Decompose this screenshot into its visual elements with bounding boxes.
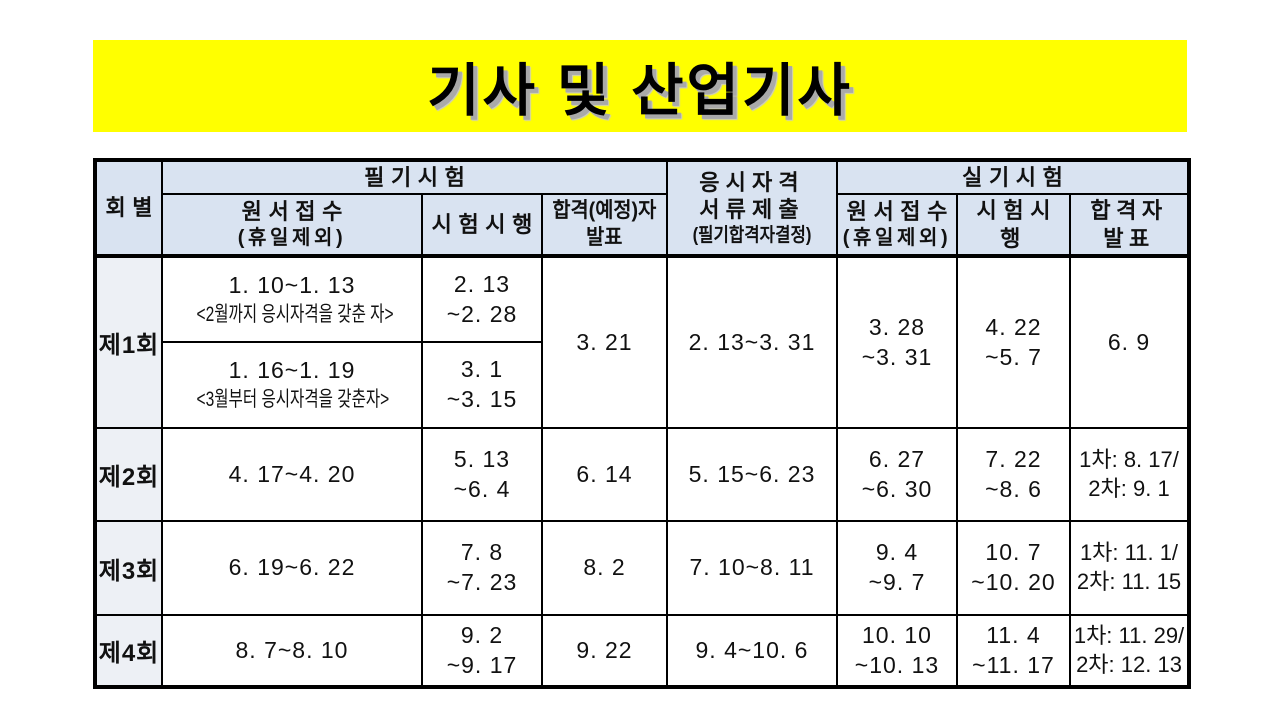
round1-practical-pass: 6. 9 — [1068, 254, 1191, 429]
round3-written-exam: 7. 8 ~7. 23 — [421, 520, 543, 616]
row-round1-sub2: 1. 16~1. 19 <3월부터 응시자격을 갖춘자> 3. 1 ~3. 15 — [95, 341, 1189, 429]
exam-schedule-table: 회별 필기시험 응시자격 서류제출 (필기합격자결정) 실기시험 원서접수 (휴… — [93, 158, 1192, 689]
header-row-groups: 회별 필기시험 응시자격 서류제출 (필기합격자결정) 실기시험 — [94, 159, 1191, 257]
round1-written-apply-1: 1. 10~1. 13 <2월까지 응시자격을 갖춘 자> — [161, 254, 423, 343]
round2-written-apply: 4. 17~4. 20 — [161, 427, 423, 522]
row-round1-sub1: 제1회 1. 10~1. 13 <2월까지 응시자격을 갖춘 자> 2. 13 … — [94, 254, 1191, 429]
header-practical-apply-note: (휴일제외) — [842, 226, 952, 249]
header-practical-pass: 합격자 발표 — [1068, 193, 1191, 257]
round4-doc-submit: 9. 4~10. 6 — [666, 614, 838, 688]
round1-practical-apply: 3. 28 ~3. 31 — [836, 254, 958, 429]
round1-written-apply-2-dates: 1. 16~1. 19 — [228, 357, 356, 384]
header-written-apply: 원서접수 (휴일제외) — [161, 193, 423, 257]
header-doc-submit-label: 응시자격 서류제출 — [699, 169, 805, 223]
round3-written-apply: 6. 19~6. 22 — [161, 520, 423, 616]
round3-practical-pass: 1차: 11. 1/ 2차: 11. 15 — [1068, 520, 1191, 616]
round3-label: 제3회 — [94, 520, 163, 616]
round2-doc-submit: 5. 15~6. 23 — [666, 427, 838, 522]
round1-written-apply-2: 1. 16~1. 19 <3월부터 응시자격을 갖춘자> — [161, 341, 423, 429]
header-practical-apply-label: 원서접수 — [846, 199, 954, 225]
round2-written-pass: 6. 14 — [541, 427, 668, 522]
header-doc-submit-note: (필기합격자결정) — [692, 224, 812, 246]
round1-written-apply-1-note: <2월까지 응시자격을 갖춘 자> — [196, 302, 394, 326]
header-written-pass-label: 합격(예정)자 발표 — [552, 199, 657, 249]
header-row-columns: 원서접수 (휴일제외) 시험시행 합격(예정)자 발표 원서접수 (휴일제외) … — [95, 193, 1191, 257]
round1-written-apply-2-note: <3월부터 응시자격을 갖춘자> — [196, 388, 390, 412]
round3-practical-apply: 9. 4 ~9. 7 — [836, 520, 958, 616]
round1-practical-exam: 4. 22 ~5. 7 — [956, 254, 1071, 429]
header-practical-exam: 시험시행 — [956, 193, 1071, 257]
header-practical-apply: 원서접수 (휴일제외) — [836, 193, 958, 257]
header-written-apply-note: (휴일제외) — [237, 226, 347, 249]
header-round: 회별 — [94, 159, 163, 257]
round2-practical-exam: 7. 22 ~8. 6 — [956, 427, 1071, 522]
round2-written-exam: 5. 13 ~6. 4 — [421, 427, 543, 522]
round3-written-pass: 8. 2 — [541, 520, 668, 616]
title-banner: 기사 및 산업기사 — [93, 40, 1187, 132]
round1-written-apply-1-dates: 1. 10~1. 13 — [228, 271, 356, 298]
round1-written-exam-1: 2. 13 ~2. 28 — [421, 254, 543, 343]
header-written-exam: 시험시행 — [421, 193, 543, 257]
row-round2: 제2회 4. 17~4. 20 5. 13 ~6. 4 6. 14 5. 15~… — [94, 427, 1191, 522]
round4-written-apply: 8. 7~8. 10 — [161, 614, 423, 688]
round3-practical-exam: 10. 7 ~10. 20 — [956, 520, 1071, 616]
round1-doc-submit: 2. 13~3. 31 — [666, 254, 838, 429]
round4-practical-exam: 11. 4 ~11. 17 — [956, 614, 1071, 688]
row-round4: 제4회 8. 7~8. 10 9. 2 ~9. 17 9. 22 9. 4~10… — [94, 614, 1191, 688]
round4-label: 제4회 — [94, 614, 163, 688]
header-written-pass: 합격(예정)자 발표 — [541, 193, 668, 257]
round1-written-exam-2: 3. 1 ~3. 15 — [421, 341, 543, 429]
header-doc-submit: 응시자격 서류제출 (필기합격자결정) — [666, 159, 838, 257]
page-title: 기사 및 산업기사 — [427, 59, 853, 123]
round2-label: 제2회 — [94, 427, 163, 522]
header-written-apply-label: 원서접수 — [241, 199, 349, 225]
round4-practical-apply: 10. 10 ~10. 13 — [836, 614, 958, 688]
round4-written-exam: 9. 2 ~9. 17 — [421, 614, 543, 688]
round4-written-pass: 9. 22 — [541, 614, 668, 688]
round4-practical-pass: 1차: 11. 29/ 2차: 12. 13 — [1068, 614, 1191, 688]
header-written-group: 필기시험 — [161, 159, 668, 195]
round2-practical-pass: 1차: 8. 17/ 2차: 9. 1 — [1068, 427, 1191, 522]
round1-label: 제1회 — [94, 254, 163, 429]
header-practical-group: 실기시험 — [835, 159, 1191, 195]
round2-practical-apply: 6. 27 ~6. 30 — [836, 427, 958, 522]
round1-written-pass: 3. 21 — [541, 254, 668, 429]
round3-doc-submit: 7. 10~8. 11 — [666, 520, 838, 616]
row-round3: 제3회 6. 19~6. 22 7. 8 ~7. 23 8. 2 7. 10~8… — [94, 520, 1191, 616]
